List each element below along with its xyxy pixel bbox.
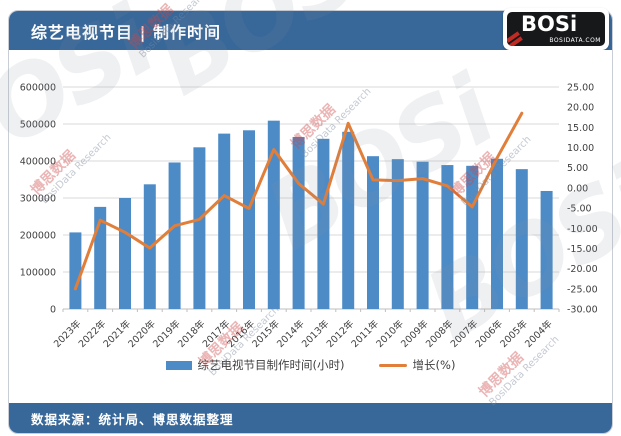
- svg-text:200000: 200000: [20, 231, 56, 242]
- legend-line-label: 增长(%): [412, 358, 456, 372]
- svg-text:5.00: 5.00: [567, 163, 588, 174]
- svg-text:25.00: 25.00: [567, 83, 594, 94]
- bosi-logo-url: BOSIDATA.COM: [549, 37, 601, 44]
- legend-bar-label: 综艺电视节目制作时间(小时): [197, 358, 345, 372]
- combo-chart: 0 100000 200000 300000 400000 500000 600000 25.…: [20, 83, 598, 350]
- bosi-logo-text: BOSi: [521, 12, 578, 36]
- chart-area: 0 100000 200000 300000 400000 500000 600000 25.…: [9, 50, 612, 403]
- legend-item-bar: 综艺电视节目制作时间(小时): [165, 357, 345, 373]
- source-text: 数据来源：统计局、博思数据整理: [31, 411, 234, 427]
- chart-title: 综艺电视节目 | 制作时间: [31, 22, 221, 42]
- svg-text:0: 0: [50, 305, 56, 316]
- svg-text:15.00: 15.00: [567, 123, 594, 134]
- bar-swatch-icon: [165, 360, 192, 370]
- svg-text:100000: 100000: [20, 268, 56, 279]
- svg-text:-25.00: -25.00: [567, 284, 598, 295]
- svg-text:-10.00: -10.00: [567, 224, 598, 235]
- legend-item-line: 增长(%): [378, 357, 456, 373]
- svg-text:-5.00: -5.00: [567, 204, 592, 215]
- svg-text:400000: 400000: [20, 157, 56, 168]
- svg-text:500000: 500000: [20, 120, 56, 131]
- chart-card: 综艺电视节目 | 制作时间 BOSi BOSIDATA.COM 0 100000 2…: [8, 8, 613, 434]
- svg-text:300000: 300000: [20, 194, 56, 205]
- svg-text:10.00: 10.00: [567, 143, 594, 154]
- chart-header: 综艺电视节目 | 制作时间 BOSi BOSIDATA.COM: [9, 8, 612, 50]
- bosi-logo-inner: BOSi BOSIDATA.COM: [507, 12, 605, 46]
- svg-text:-15.00: -15.00: [567, 244, 598, 255]
- svg-text:600000: 600000: [20, 83, 56, 94]
- svg-text:20.00: 20.00: [567, 103, 594, 114]
- svg-text:2004年: 2004年: [522, 317, 555, 350]
- source-footer: 数据来源：统计局、博思数据整理: [9, 403, 612, 433]
- line-swatch-icon: [378, 363, 407, 367]
- bosi-logo: BOSi BOSIDATA.COM: [503, 8, 609, 50]
- legend: 综艺电视节目制作时间(小时) 增长(%): [9, 355, 612, 375]
- svg-text:-20.00: -20.00: [567, 264, 598, 275]
- svg-text:-30.00: -30.00: [567, 305, 598, 316]
- svg-text:0.00: 0.00: [567, 183, 588, 194]
